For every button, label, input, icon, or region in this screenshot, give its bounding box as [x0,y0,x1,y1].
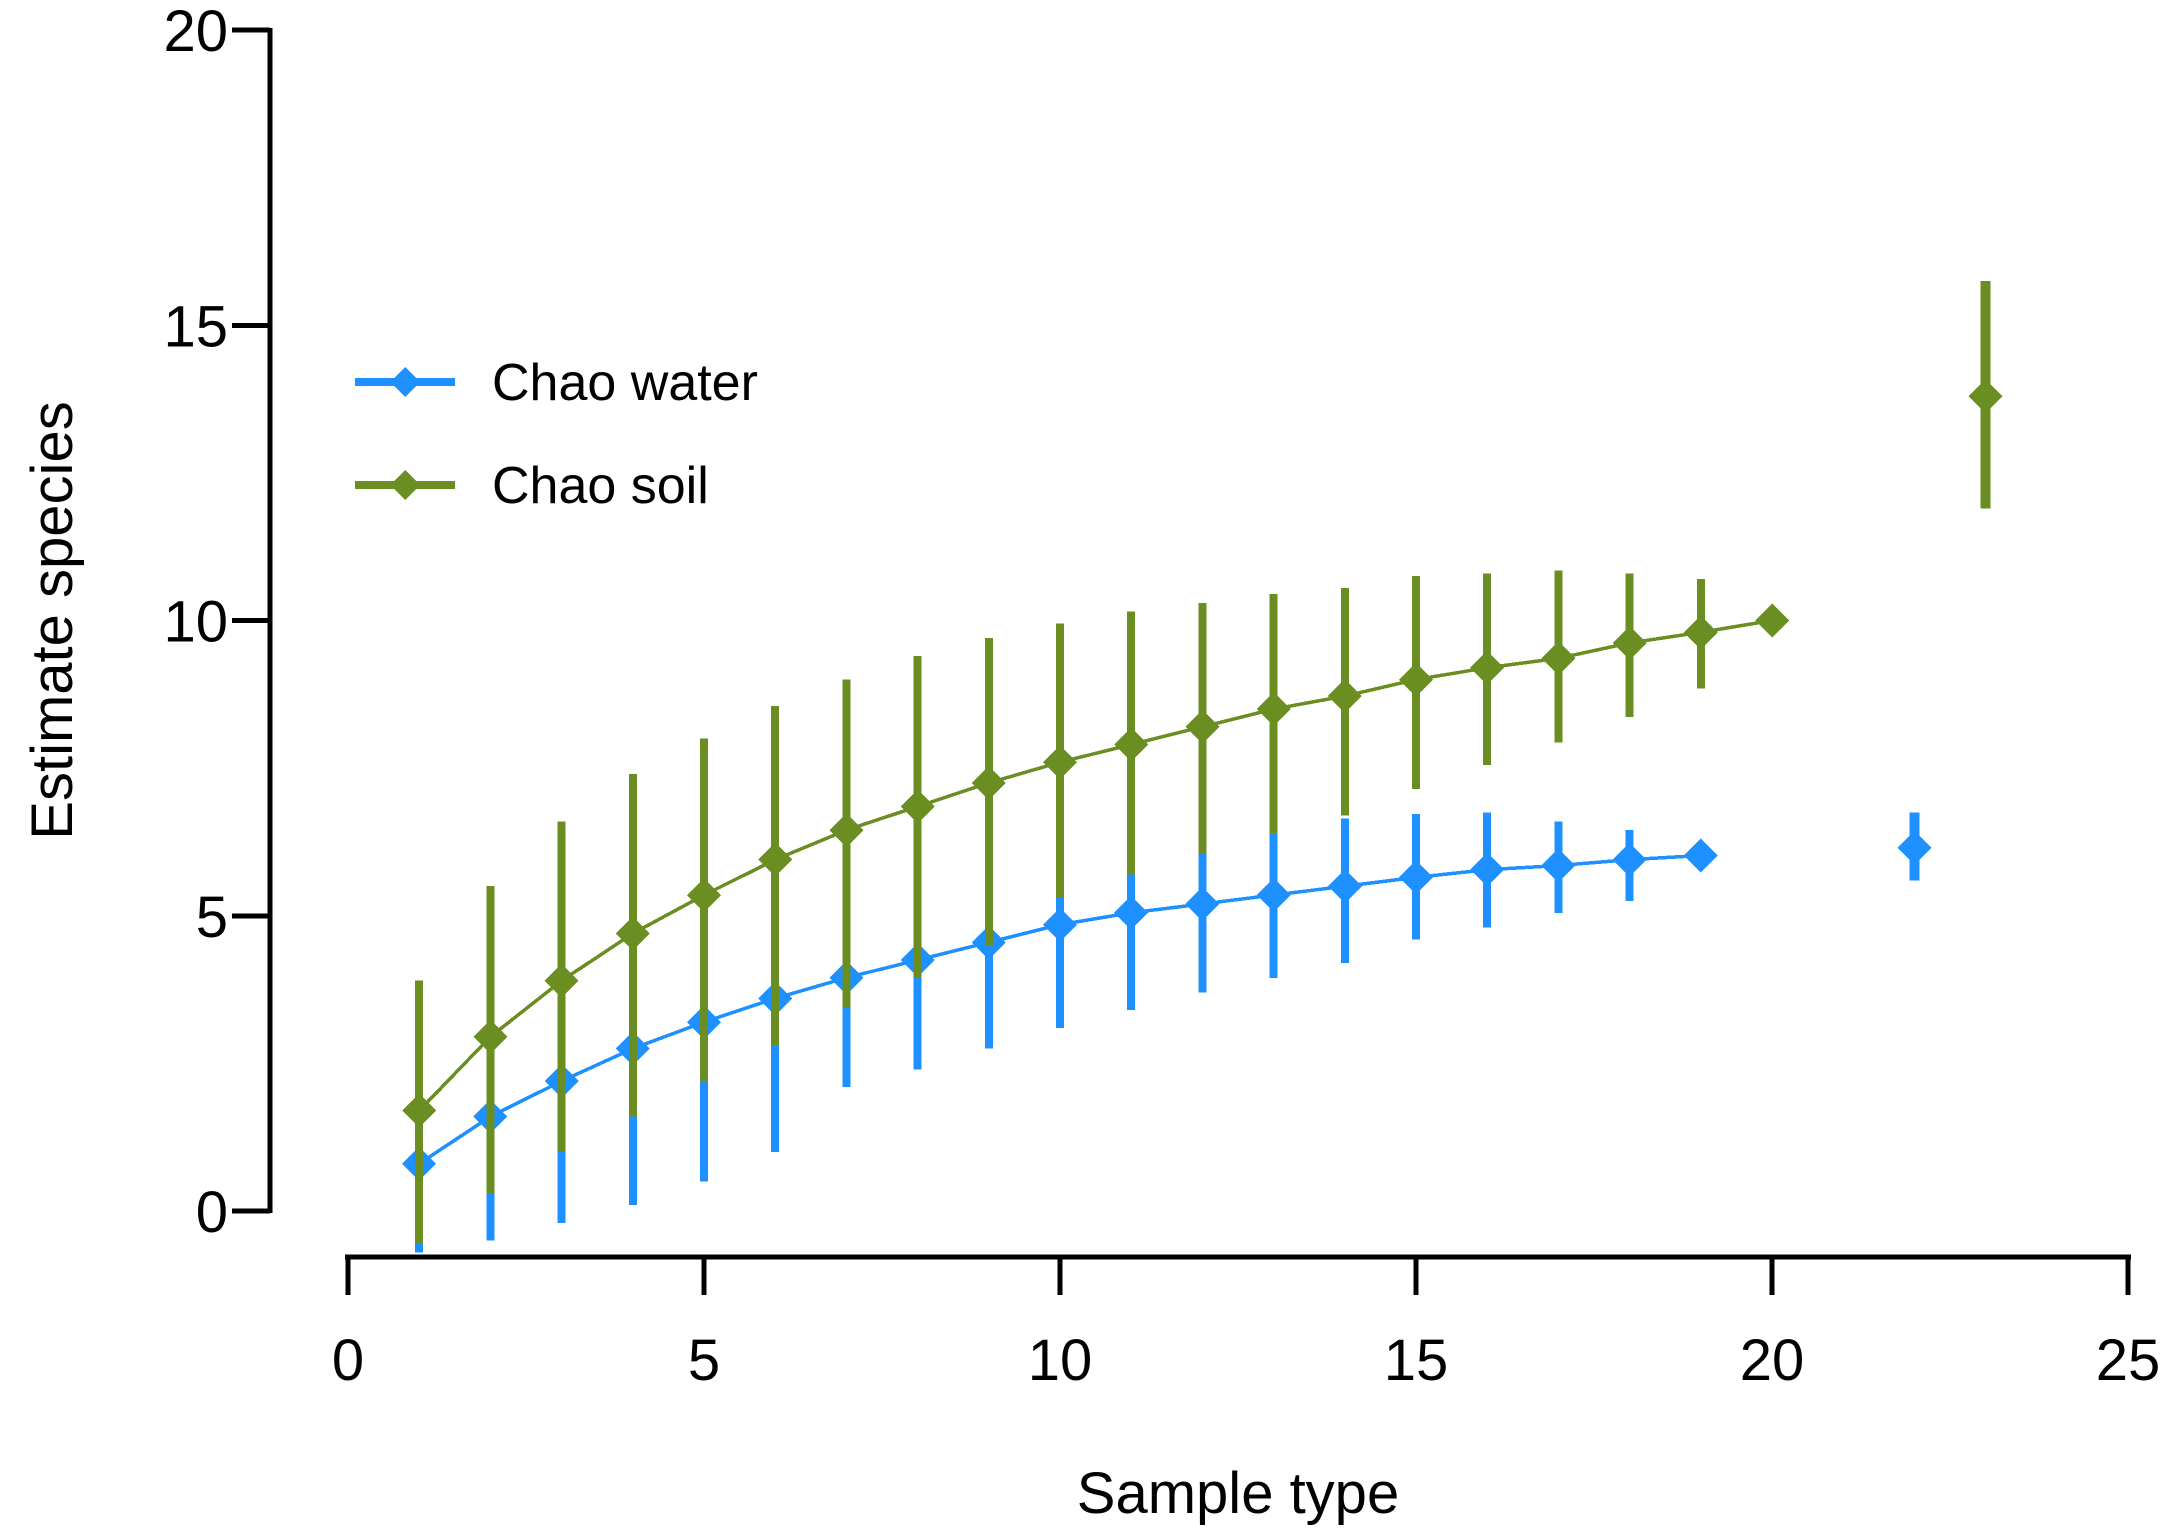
legend-marker [390,367,420,397]
data-point-marker [1185,709,1220,744]
x-tick-label: 0 [332,1328,364,1393]
x-tick-label: 15 [1384,1328,1449,1393]
data-point-marker [687,878,721,913]
legend-label: Chao soil [492,457,709,515]
y-axis-title: Estimate species [20,401,85,839]
data-point-marker [1043,745,1077,780]
data-point-marker [1114,727,1149,762]
x-tick-label: 10 [1028,1328,1093,1393]
data-point-marker [544,963,579,998]
isolated-point-marker [1968,379,2003,414]
data-point-marker [1683,615,1718,650]
data-point-marker [971,765,1006,800]
series-chao-soil [402,280,2003,1244]
legend-entry-chao-water: Chao water [355,354,758,412]
data-point-marker [1256,692,1291,727]
legend: Chao water Chao soil [355,354,758,515]
x-tick-label: 25 [2096,1328,2161,1393]
data-point-marker [829,813,864,848]
legend-marker [390,470,420,500]
y-tick-label: 20 [163,0,228,64]
y-tick-label: 10 [163,590,228,655]
data-point-marker [1185,886,1220,921]
data-point-marker [1327,869,1362,904]
y-tick-label: 15 [163,294,228,359]
data-point-marker [1327,679,1362,714]
data-point-marker [758,842,793,877]
x-tick-label: 20 [1740,1328,1805,1393]
legend-label: Chao water [492,354,758,412]
data-point-marker [1541,848,1576,883]
data-point-marker [1470,852,1505,887]
axes: 0 5 10 15 20 0 5 10 15 20 25 Sample type Estimate sp… [20,0,2160,1526]
data-point-marker [1683,838,1718,873]
data-point-marker [1612,842,1647,877]
data-point-marker [1541,641,1576,676]
data-point-marker [402,1093,437,1128]
x-axis-title: Sample type [1077,1461,1399,1526]
legend-entry-chao-soil: Chao soil [355,457,709,515]
data-point-marker [473,1019,508,1054]
y-tick-label: 0 [196,1180,228,1245]
x-tick-label: 5 [688,1328,720,1393]
data-point-marker [1256,878,1291,913]
data-point-marker [1114,895,1149,930]
data-point-marker [900,789,935,824]
data-point-marker [1399,662,1433,697]
data-point-marker [1043,907,1077,942]
data-point-marker [1470,650,1505,685]
y-tick-label: 5 [196,885,228,950]
data-point-marker [1399,860,1433,895]
data-point-marker [1612,625,1647,660]
data-point-marker [615,916,650,951]
data-point-marker [1755,603,1789,638]
isolated-point-marker [1897,830,1932,865]
